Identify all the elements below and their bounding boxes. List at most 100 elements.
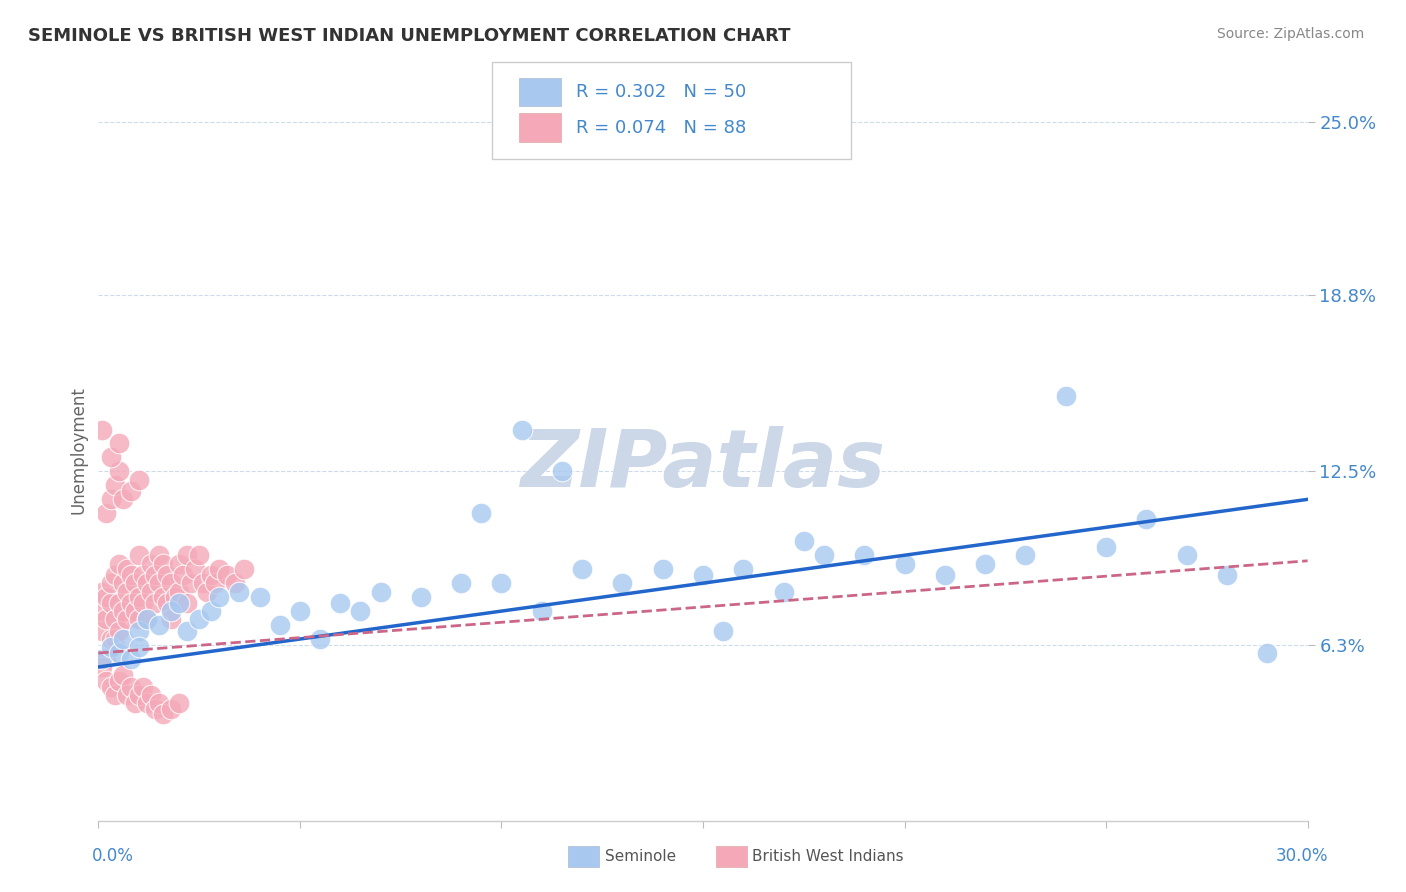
Point (208, 562, 231, 576)
Point (139, 688, 162, 702)
Point (124, 576, 146, 591)
Point (120, 483, 142, 498)
Point (128, 640, 150, 655)
Point (132, 596, 155, 610)
Point (217, 567, 239, 582)
Point (692, 567, 714, 582)
Point (115, 562, 138, 576)
Text: ZIPatlas: ZIPatlas (520, 426, 886, 504)
Y-axis label: Unemployment: Unemployment (69, 386, 87, 515)
Point (329, 596, 352, 610)
Point (176, 548, 198, 562)
Point (100, 632, 122, 646)
Text: R = 0.074   N = 88: R = 0.074 N = 88 (576, 119, 747, 136)
Point (208, 590, 231, 604)
Point (249, 590, 271, 604)
Text: 0.0%: 0.0% (91, 847, 134, 865)
Point (100, 680, 122, 694)
Point (193, 576, 215, 591)
Point (128, 624, 150, 638)
Point (91, 423, 114, 437)
Point (1054, 389, 1077, 403)
Point (100, 576, 122, 591)
Point (156, 596, 179, 610)
Point (195, 584, 218, 599)
Point (200, 567, 222, 582)
Point (139, 584, 162, 599)
Point (228, 584, 250, 599)
Point (107, 646, 129, 660)
Point (612, 576, 634, 591)
Point (711, 624, 734, 638)
Point (111, 632, 134, 646)
Point (143, 596, 166, 610)
Point (111, 576, 134, 591)
Point (135, 576, 157, 591)
Point (100, 640, 122, 655)
Point (232, 562, 254, 576)
Point (91, 660, 114, 674)
Point (103, 632, 125, 646)
Point (115, 688, 138, 702)
Point (733, 562, 755, 576)
Point (571, 562, 593, 576)
Point (128, 590, 150, 604)
Point (128, 612, 150, 626)
Point (91, 651, 114, 665)
Point (167, 557, 190, 571)
Point (156, 567, 179, 582)
Point (167, 596, 190, 610)
Point (1135, 512, 1157, 526)
Point (96, 673, 118, 688)
Point (184, 562, 207, 576)
Point (309, 632, 332, 646)
Point (132, 567, 155, 582)
Point (160, 604, 183, 618)
Point (120, 567, 142, 582)
Point (1014, 548, 1036, 562)
Text: Source: ZipAtlas.com: Source: ZipAtlas.com (1216, 27, 1364, 41)
Point (120, 651, 142, 665)
Point (1256, 646, 1278, 660)
Point (188, 612, 211, 626)
Point (491, 576, 513, 591)
Point (107, 673, 129, 688)
Text: R = 0.302   N = 50: R = 0.302 N = 50 (576, 83, 747, 101)
Point (160, 612, 183, 626)
Point (103, 612, 125, 626)
Point (103, 688, 125, 702)
Point (115, 612, 138, 626)
Point (100, 492, 122, 507)
Text: Seminole: Seminole (605, 849, 676, 863)
Point (139, 557, 162, 571)
Point (530, 604, 553, 618)
Point (103, 478, 125, 492)
Point (100, 450, 122, 465)
Point (100, 596, 122, 610)
Point (148, 576, 170, 591)
Point (148, 696, 170, 710)
Point (176, 596, 198, 610)
Point (172, 567, 194, 582)
Point (115, 584, 138, 599)
Point (176, 624, 198, 638)
Point (91, 624, 114, 638)
Point (152, 707, 174, 722)
Point (288, 604, 311, 618)
Point (128, 473, 150, 487)
Point (107, 624, 129, 638)
Point (853, 548, 876, 562)
Point (111, 492, 134, 507)
Point (551, 464, 574, 478)
Point (124, 604, 146, 618)
Point (152, 590, 174, 604)
Point (180, 576, 202, 591)
Point (163, 590, 186, 604)
Point (1175, 548, 1198, 562)
Point (148, 618, 170, 632)
Text: SEMINOLE VS BRITISH WEST INDIAN UNEMPLOYMENT CORRELATION CHART: SEMINOLE VS BRITISH WEST INDIAN UNEMPLOY… (28, 27, 790, 45)
Point (96, 651, 118, 665)
Point (111, 668, 134, 682)
Point (934, 567, 956, 582)
Point (96, 612, 118, 626)
